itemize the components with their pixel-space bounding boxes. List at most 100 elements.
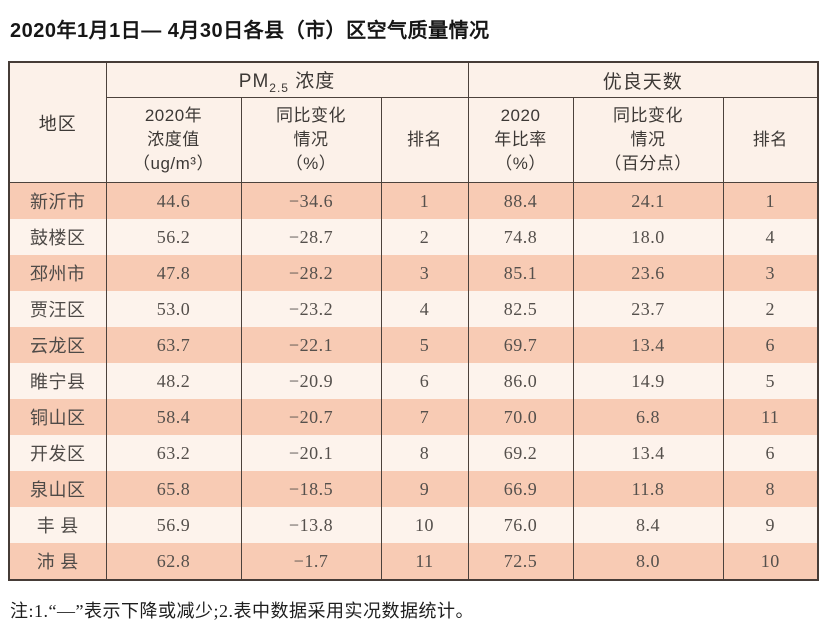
good-days-group-header: 优良天数 (467, 61, 819, 98)
footnote: 注:1.“—”表示下降或减少;2.表中数据采用实况数据统计。 (10, 601, 474, 620)
days-rank-cell: 5 (722, 363, 819, 399)
days-rank-cell: 8 (722, 471, 819, 507)
pm-change-cell: −23.2 (240, 291, 382, 327)
days-rank-cell: 6 (722, 327, 819, 363)
table-row: 开发区 63.2 −20.1 8 69.2 13.4 6 (8, 435, 819, 471)
days-change-cell: 18.0 (572, 219, 724, 255)
table-row: 鼓楼区 56.2 −28.7 2 74.8 18.0 4 (8, 219, 819, 255)
pm-rank-cell: 3 (380, 255, 469, 291)
region-cell: 沛 县 (8, 543, 107, 580)
pm-rank-cell: 11 (380, 543, 469, 580)
days-rank-cell: 2 (722, 291, 819, 327)
days-rate-cell: 69.2 (467, 435, 574, 471)
pm-value-column-header: 2020年 浓度值 （ug/m³） (105, 97, 242, 183)
pm25-label-subscript: 2.5 (269, 80, 289, 95)
days-rank-cell: 3 (722, 255, 819, 291)
region-cell: 丰 县 (8, 507, 107, 543)
days-change-cell: 14.9 (572, 363, 724, 399)
days-change-cell: 8.4 (572, 507, 724, 543)
table-row: 睢宁县 48.2 −20.9 6 86.0 14.9 5 (8, 363, 819, 399)
pm-value-cell: 47.8 (105, 255, 242, 291)
region-column-header: 地区 (8, 61, 107, 183)
pm-rank-cell: 9 (380, 471, 469, 507)
table-row: 云龙区 63.7 −22.1 5 69.7 13.4 6 (8, 327, 819, 363)
pm-rank-cell: 4 (380, 291, 469, 327)
days-change-cell: 13.4 (572, 327, 724, 363)
table-row: 新沂市 44.6 −34.6 1 88.4 24.1 1 (8, 182, 819, 219)
region-cell: 云龙区 (8, 327, 107, 363)
group-header-row: 地区 PM2.5 浓度 优良天数 (8, 61, 819, 183)
days-change-cell: 11.8 (572, 471, 724, 507)
pm-change-column-header: 同比变化 情况 （%） (240, 97, 382, 183)
days-rate-cell: 88.4 (467, 182, 574, 219)
days-rate-cell: 69.7 (467, 327, 574, 363)
table-header: 地区 PM2.5 浓度 优良天数 2020年 浓度值 （ug/m³） 同比变化 … (8, 61, 819, 183)
days-rank-cell: 9 (722, 507, 819, 543)
pm-rank-cell: 10 (380, 507, 469, 543)
pm-change-cell: −13.8 (240, 507, 382, 543)
days-change-cell: 23.7 (572, 291, 724, 327)
days-rank-cell: 11 (722, 399, 819, 435)
air-quality-table: 地区 PM2.5 浓度 优良天数 2020年 浓度值 （ug/m³） 同比变化 … (8, 61, 820, 581)
pm-rank-cell: 8 (380, 435, 469, 471)
days-change-cell: 6.8 (572, 399, 724, 435)
pm-value-cell: 62.8 (105, 543, 242, 580)
region-cell: 贾汪区 (8, 291, 107, 327)
pm-value-cell: 48.2 (105, 363, 242, 399)
pm-change-cell: −18.5 (240, 471, 382, 507)
days-rank-cell: 6 (722, 435, 819, 471)
pm-value-cell: 58.4 (105, 399, 242, 435)
days-rate-cell: 76.0 (467, 507, 574, 543)
days-rate-column-header: 2020 年比率 （%） (467, 97, 574, 183)
pm-change-cell: −1.7 (240, 543, 382, 580)
pm-change-cell: −20.7 (240, 399, 382, 435)
pm-value-cell: 63.2 (105, 435, 242, 471)
pm-change-cell: −22.1 (240, 327, 382, 363)
days-change-column-header: 同比变化 情况 （百分点） (572, 97, 724, 183)
days-rank-column-header: 排名 (722, 97, 819, 183)
table-row: 泉山区 65.8 −18.5 9 66.9 11.8 8 (8, 471, 819, 507)
pm-rank-cell: 1 (380, 182, 469, 219)
pm-rank-cell: 2 (380, 219, 469, 255)
pm25-label-main: PM (238, 70, 270, 92)
region-cell: 邳州市 (8, 255, 107, 291)
region-cell: 睢宁县 (8, 363, 107, 399)
pm-value-cell: 56.9 (105, 507, 242, 543)
days-change-cell: 23.6 (572, 255, 724, 291)
days-change-cell: 24.1 (572, 182, 724, 219)
days-rate-cell: 66.9 (467, 471, 574, 507)
days-rate-cell: 86.0 (467, 363, 574, 399)
region-cell: 鼓楼区 (8, 219, 107, 255)
days-rate-cell: 82.5 (467, 291, 574, 327)
pm-change-cell: −20.9 (240, 363, 382, 399)
days-rate-cell: 85.1 (467, 255, 574, 291)
days-rank-cell: 4 (722, 219, 819, 255)
table-row: 贾汪区 53.0 −23.2 4 82.5 23.7 2 (8, 291, 819, 327)
table-row: 丰 县 56.9 −13.8 10 76.0 8.4 9 (8, 507, 819, 543)
sub-header-row: 2020年 浓度值 （ug/m³） 同比变化 情况 （%） 排名 2020 年比… (9, 97, 819, 183)
pm-value-cell: 53.0 (105, 291, 242, 327)
pm-value-cell: 44.6 (105, 182, 242, 219)
pm-value-cell: 56.2 (105, 219, 242, 255)
region-cell: 泉山区 (8, 471, 107, 507)
pm-change-cell: −20.1 (240, 435, 382, 471)
table-row: 沛 县 62.8 −1.7 11 72.5 8.0 10 (8, 543, 819, 580)
air-table-body: 新沂市 44.6 −34.6 1 88.4 24.1 1 鼓楼区 56.2 −2… (8, 182, 819, 580)
days-rank-cell: 10 (722, 543, 819, 580)
table-row: 铜山区 58.4 −20.7 7 70.0 6.8 11 (8, 399, 819, 435)
region-cell: 新沂市 (8, 182, 107, 219)
days-rate-cell: 72.5 (467, 543, 574, 580)
days-change-cell: 13.4 (572, 435, 724, 471)
pm-change-cell: −34.6 (240, 182, 382, 219)
days-change-cell: 8.0 (572, 543, 724, 580)
days-rate-cell: 74.8 (467, 219, 574, 255)
pm25-group-header: PM2.5 浓度 (105, 61, 469, 98)
days-rate-cell: 70.0 (467, 399, 574, 435)
pm-rank-cell: 5 (380, 327, 469, 363)
days-rank-cell: 1 (722, 182, 819, 219)
pm-change-cell: −28.2 (240, 255, 382, 291)
pm-rank-column-header: 排名 (380, 97, 469, 183)
pm-value-cell: 65.8 (105, 471, 242, 507)
table-row: 邳州市 47.8 −28.2 3 85.1 23.6 3 (8, 255, 819, 291)
